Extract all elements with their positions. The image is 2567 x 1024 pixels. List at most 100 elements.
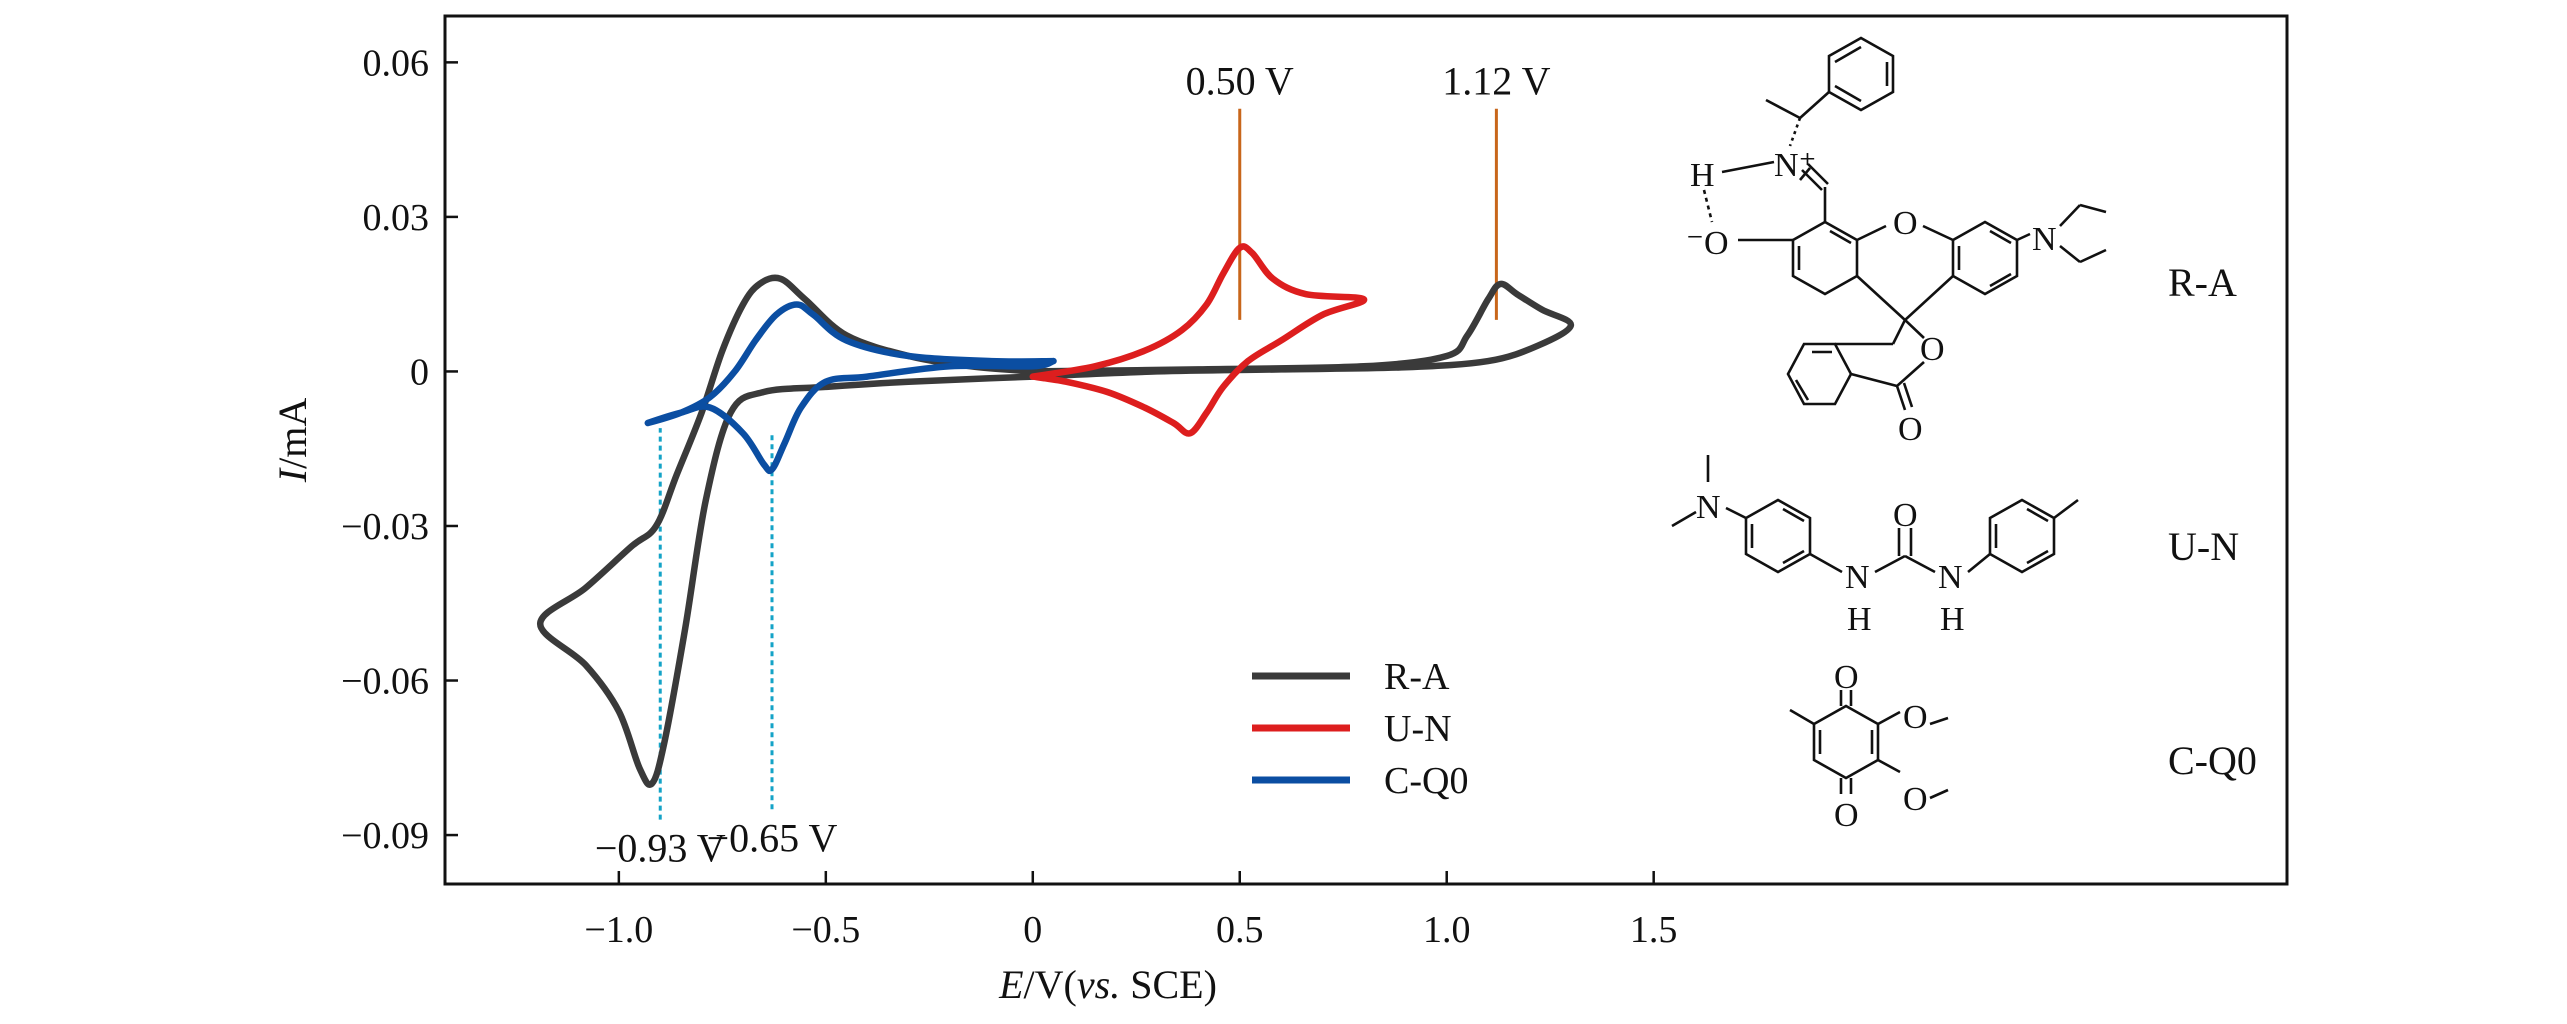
ra-atom-o-ring: O	[1893, 205, 1918, 242]
x-axis-title-ref: SCE)	[1120, 962, 1217, 1007]
ra-carbonyl-bond	[1895, 385, 1907, 411]
cq-atoms: O O O O	[1834, 659, 1928, 834]
x-axis-title-vs: vs.	[1077, 962, 1120, 1007]
legend-label-r-a: R-A	[1384, 656, 1450, 698]
un-atom-nh-left-n: N	[1845, 559, 1870, 596]
series-line-r-a	[536, 274, 1575, 788]
molecule-label-ra: R-A	[2168, 260, 2237, 305]
ra-imine-bond	[1807, 163, 1829, 185]
un-structure	[1671, 455, 2079, 574]
ra-right-ring	[1951, 220, 2019, 296]
un-methyl-bond	[1671, 510, 1697, 528]
ra-hydrogen-bond	[1702, 189, 1714, 223]
ra-benzo-double-bond	[1794, 379, 1810, 401]
ra-amine-bond	[2016, 232, 2031, 242]
ra-atom-o-minus: ⁻O	[1686, 225, 1729, 262]
un-tolyl-methyl-bond	[2053, 498, 2079, 520]
annotation-label: 0.50 V	[1186, 59, 1294, 104]
y-tick-label: 0	[410, 351, 429, 393]
y-axis-title-unit: /mA	[270, 398, 315, 469]
ra-atoms: N⁺ H ⁻O O N O O	[1686, 147, 2057, 448]
series-line-u-n	[1029, 243, 1368, 437]
un-nh-to-c-bond	[1874, 554, 1906, 574]
un-left-ring-double-bond	[1782, 507, 1805, 523]
ra-xanthene-bond	[1922, 224, 1954, 242]
un-atom-nh-right-n: N	[1938, 559, 1963, 596]
series-line-c-q0	[644, 301, 1057, 475]
un-atom-nh-left-h: H	[1847, 601, 1872, 638]
cv-series	[536, 243, 1575, 788]
cq-methoxy-bond	[1877, 758, 1901, 774]
un-c-to-nh-bond	[1904, 554, 1936, 574]
un-right-ring-double-bond	[2026, 507, 2049, 523]
un-atom-n-amine: N	[1696, 489, 1721, 526]
annotation-label: 1.12 V	[1442, 59, 1550, 104]
x-axis-title-unit: /V(	[1024, 962, 1077, 1007]
x-tick-label: −1.0	[584, 909, 653, 951]
un-atom-nh-right-h: H	[1940, 601, 1965, 638]
cq-atom-o-bottom: O	[1834, 797, 1859, 834]
ra-atom-h: H	[1690, 157, 1715, 194]
ra-xanthene-bond	[1856, 224, 1887, 242]
cq-atom-ome-lower: O	[1903, 781, 1928, 818]
cq-methyl-bond	[1789, 708, 1815, 726]
y-tick-label: −0.09	[341, 815, 429, 857]
y-tick-label: −0.06	[341, 661, 429, 703]
ra-atom-n-plus: N⁺	[1774, 147, 1817, 184]
x-axis-title-italic: E	[998, 962, 1023, 1007]
ra-atom-o-carbonyl: O	[1898, 411, 1923, 448]
x-axis-title: E/V(vs. SCE)	[998, 962, 1217, 1007]
ra-ethyl-bond	[2059, 204, 2081, 227]
legend: R-A U-N C-Q0	[1252, 656, 1468, 802]
ra-nh-bond	[1721, 160, 1775, 174]
plot-frame	[443, 14, 2289, 886]
molecule-label-cq: C-Q0	[2168, 738, 2257, 783]
ra-phenyl-double-bond	[1834, 84, 1862, 103]
ra-atom-n-amine: N	[2032, 221, 2057, 258]
legend-label-u-n: U-N	[1384, 708, 1452, 750]
un-amine-ring-bond	[1725, 506, 1747, 520]
y-tick-label: 0.06	[363, 42, 430, 84]
un-atoms: N O N H N H	[1696, 489, 1965, 638]
molecule-label-un: U-N	[2168, 524, 2239, 569]
x-tick-label: 0.5	[1216, 909, 1264, 951]
x-tick-label: 0	[1023, 909, 1042, 951]
ra-spiro-bond	[1904, 319, 1925, 339]
ra-lactone-bond	[1850, 372, 1898, 388]
un-atom-o-urea: O	[1893, 497, 1918, 534]
ra-ethyl-bond	[2079, 203, 2107, 214]
ra-lactone-bond	[1896, 361, 1925, 387]
ra-ethyl-bond	[2059, 244, 2081, 264]
un-nh-to-ring-bond	[1967, 552, 1991, 574]
ra-ch-to-n-bond	[1788, 117, 1802, 147]
ra-right-ring-double-bond	[1989, 272, 2012, 288]
ra-left-ring-double-bond	[1829, 229, 1852, 245]
y-axis-title: I/mA	[270, 398, 315, 484]
un-right-ring-double-bond	[2026, 549, 2049, 565]
cq-atom-ome-upper: O	[1903, 699, 1928, 736]
y-tick-label: −0.03	[341, 506, 429, 548]
x-tick-label: 1.5	[1630, 909, 1678, 951]
cq-atom-o-top: O	[1834, 659, 1859, 696]
y-axis-ticks: 0.06 0.03 0 −0.03 −0.06 −0.09	[341, 42, 458, 857]
ra-structure	[1702, 36, 2107, 411]
ra-carbonyl-bond	[1902, 382, 1914, 408]
ra-xanthene-bond	[1904, 275, 1954, 321]
annotation-label: −0.93 V	[595, 826, 726, 871]
ra-imine-bond	[1801, 169, 1823, 191]
annotation-label: −0.65 V	[707, 815, 838, 860]
ra-methyl-bond	[1765, 98, 1801, 120]
ra-atom-o-lactone: O	[1920, 331, 1945, 368]
cq-methoxy-bond	[1877, 710, 1901, 726]
ra-phenyl-to-ch-bond	[1799, 91, 1830, 119]
ra-xanthene-bond	[1856, 275, 1906, 321]
un-left-ring-double-bond	[1782, 549, 1805, 565]
cq-methoxy-bond	[1929, 788, 1949, 800]
x-tick-label: −0.5	[791, 909, 860, 951]
cq-methoxy-bond	[1929, 716, 1949, 726]
ra-right-ring-double-bond	[1989, 229, 2012, 245]
x-tick-label: 1.0	[1423, 909, 1471, 951]
un-ring-to-nh-bond	[1809, 552, 1843, 574]
